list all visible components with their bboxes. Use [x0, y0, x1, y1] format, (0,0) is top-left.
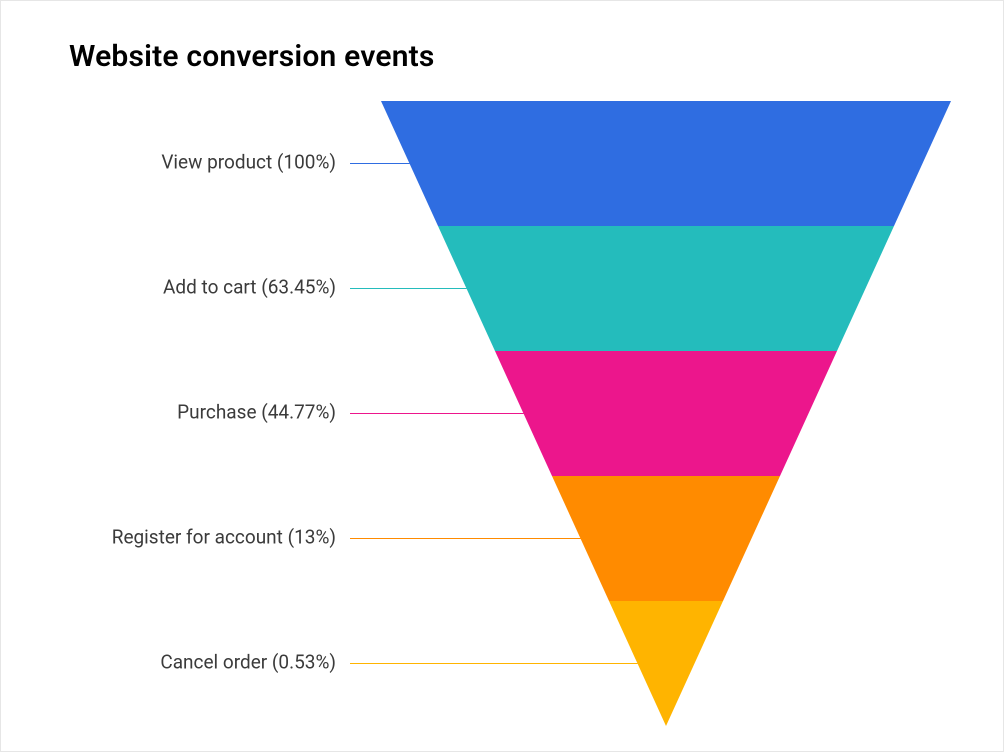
- funnel-chart: View product (100%) Add to cart (63.45%) P…: [1, 1, 1004, 752]
- funnel-segment: [438, 226, 894, 351]
- funnel-segment-label: View product (100%): [161, 151, 336, 174]
- funnel-segment-label: Cancel order (0.53%): [160, 651, 336, 674]
- funnel-segment-label: Add to cart (63.45%): [163, 276, 336, 299]
- funnel-segment: [552, 476, 780, 601]
- funnel-segment-label: Register for account (13%): [112, 526, 336, 549]
- chart-frame: { "chart": { "type": "funnel", "title": …: [0, 0, 1004, 752]
- funnel-segment: [381, 101, 951, 226]
- funnel-segment: [495, 351, 837, 476]
- funnel-segment-label: Purchase (44.77%): [177, 401, 336, 424]
